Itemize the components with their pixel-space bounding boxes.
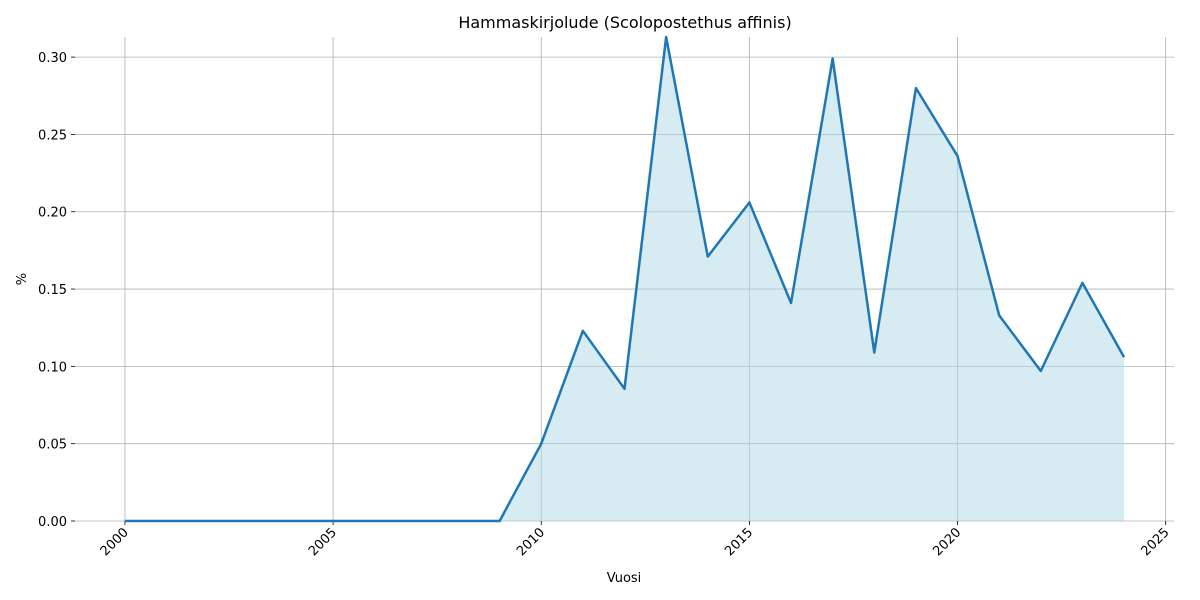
area xyxy=(124,37,1125,521)
x-tick-label: 2005 xyxy=(306,525,340,559)
y-tick-label: 0.05 xyxy=(38,438,67,453)
x-tick-label: 2025 xyxy=(1138,525,1172,559)
y-axis-label: % xyxy=(15,273,30,285)
chart-title: Hammaskirjolude (Scolopostethus affinis) xyxy=(458,13,791,32)
y-tick-label: 0.25 xyxy=(38,128,67,143)
x-tick-label: 2000 xyxy=(98,525,132,559)
x-tick-label: 2020 xyxy=(930,525,964,559)
x-axis-label: Vuosi xyxy=(607,571,642,586)
line xyxy=(124,35,1126,523)
y-tick-label: 0.30 xyxy=(38,51,67,66)
x-tick-label: 2010 xyxy=(514,525,548,559)
y-tick-label: 0.10 xyxy=(38,360,67,375)
y-tick-label: 0.00 xyxy=(38,515,67,530)
y-tick-label: 0.20 xyxy=(38,206,67,221)
y-tick-label: 0.15 xyxy=(38,283,67,298)
x-tick-label: 2015 xyxy=(722,525,756,559)
